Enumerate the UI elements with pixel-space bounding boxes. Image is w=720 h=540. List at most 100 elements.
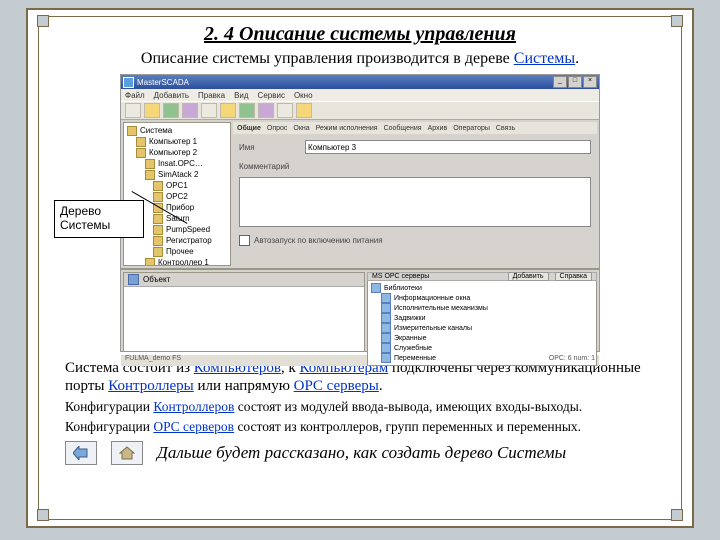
comment-label: Комментарий [239,162,299,171]
object-pane: Объект [123,272,365,352]
name-label: Имя [239,143,299,152]
footer-row: Дальше будет рассказано, как создать дер… [65,441,655,465]
folder-icon [153,247,163,257]
folder-icon [153,225,163,235]
tree-item[interactable]: Система [127,125,227,136]
tabs-row: Общие Опрос Окна Режим исполнения Сообщения А… [233,122,597,134]
library-label: Задвижки [394,315,426,322]
tree-item-label: Контроллер 1 [158,258,209,266]
tree-item[interactable]: SimAtack 2 [127,169,227,180]
comment-textarea[interactable] [239,177,591,227]
toolbar [121,101,599,120]
properties-pane: Общие Опрос Окна Режим исполнения Сообщения А… [233,122,597,266]
menubar: Файл Добавить Правка Вид Сервис Окно [121,89,599,101]
folder-icon [145,258,155,267]
tree-item[interactable]: Компьютер 1 [127,136,227,147]
minimize-button[interactable]: _ [553,76,567,88]
property-tab[interactable]: Архив [428,125,448,132]
property-tab[interactable]: Окна [293,125,309,132]
library-item[interactable]: Служебные [371,343,593,353]
library-label: Измерительные каналы [394,325,472,332]
library-icon [381,333,391,343]
library-icon [381,343,391,353]
library-label: Переменные [394,355,436,362]
library-item[interactable]: Библиотеки [371,283,593,293]
property-tab[interactable]: Операторы [453,125,490,132]
autostart-label: Автозапуск по включению питания [254,236,383,245]
inline-link[interactable]: Контроллеров [153,399,234,414]
menu-item[interactable]: Вид [234,91,248,100]
toolbar-button[interactable] [201,103,217,118]
library-icon [371,283,381,293]
home-icon [119,446,135,460]
toolbar-button[interactable] [239,103,255,118]
close-button[interactable]: × [583,76,597,88]
library-item[interactable]: Информационные окна [371,293,593,303]
toolbar-button[interactable] [277,103,293,118]
toolbar-button[interactable] [182,103,198,118]
corner-decor [671,15,683,27]
panel-button[interactable]: Справка [555,272,592,281]
systems-link[interactable]: Системы [514,50,575,67]
folder-icon [145,170,155,180]
tree-item-label: Компьютер 2 [149,148,197,157]
tree-item-label: Прочее [166,247,194,256]
panel-button[interactable]: Добавить [508,272,549,281]
tree-item-label: OPC2 [166,192,188,201]
name-input[interactable] [305,140,591,154]
folder-icon [127,126,137,136]
inline-link[interactable]: OPC серверов [153,419,234,434]
home-button[interactable] [111,441,143,465]
library-tree[interactable]: БиблиотекиИнформационные окна Исполнитель… [367,281,597,366]
toolbar-button[interactable] [125,103,141,118]
library-item[interactable]: Задвижки [371,313,593,323]
tree-item[interactable]: OPC1 [127,180,227,191]
folder-icon [153,236,163,246]
menu-item[interactable]: Правка [198,91,225,100]
toolbar-button[interactable] [258,103,274,118]
inline-link[interactable]: OPC серверы [294,378,379,394]
toolbar-button[interactable] [220,103,236,118]
tree-item[interactable]: Прочее [127,246,227,257]
property-tab[interactable]: Связь [496,125,515,132]
tree-item[interactable]: Компьютер 2 [127,147,227,158]
app-screenshot: MasterSCADA _ □ × Файл Добавить Правка Вид С… [120,74,600,352]
autostart-checkbox[interactable] [239,235,250,246]
toolbar-button[interactable] [144,103,160,118]
property-tab[interactable]: Общие [237,125,261,132]
para-2: Конфигурации Контроллеров состоят из мод… [65,399,655,415]
library-item[interactable]: Измерительные каналы [371,323,593,333]
library-item[interactable]: Экранные [371,333,593,343]
object-icon [128,274,139,285]
system-tree[interactable]: СистемаКомпьютер 1Компьютер 2Insat.OPC…S… [123,122,231,266]
menu-item[interactable]: Сервис [258,91,285,100]
tree-item-label: Прибор [166,203,194,212]
library-icon [381,293,391,303]
prev-button[interactable] [65,441,97,465]
tree-item-label: Система [140,126,172,135]
intro-text: Описание системы управления производится… [59,50,661,68]
library-pane: MS OPC серверы Добавить Справка Библиотек… [367,272,597,352]
property-tab[interactable]: Сообщения [384,125,422,132]
library-header: MS OPC серверы [372,273,429,280]
library-icon [381,313,391,323]
menu-item[interactable]: Окно [294,91,313,100]
menu-item[interactable]: Файл [125,91,145,100]
toolbar-button[interactable] [163,103,179,118]
library-icon [381,303,391,313]
library-label: Исполнительные механизмы [394,305,488,312]
status-right: ОРС: 6 num: 1 [549,355,595,366]
tree-item[interactable]: Контроллер 1 [127,257,227,266]
maximize-button[interactable]: □ [568,76,582,88]
folder-icon [136,148,146,158]
folder-icon [153,181,163,191]
window-title: MasterSCADA [137,78,189,87]
toolbar-button[interactable] [296,103,312,118]
property-tab[interactable]: Опрос [267,125,288,132]
property-tab[interactable]: Режим исполнения [316,125,378,132]
intro-prefix: Описание системы управления производится… [141,50,514,67]
inline-link[interactable]: Контроллеры [108,378,194,394]
menu-item[interactable]: Добавить [154,91,189,100]
tree-item[interactable]: Insat.OPC… [127,158,227,169]
library-item[interactable]: Исполнительные механизмы [371,303,593,313]
